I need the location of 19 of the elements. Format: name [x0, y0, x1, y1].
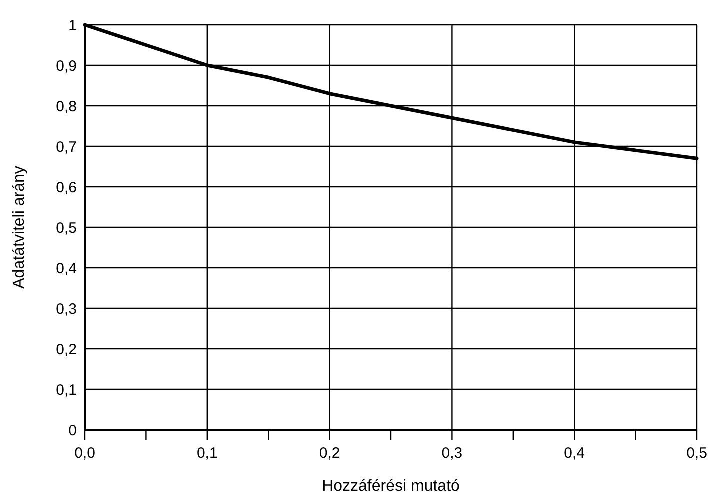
y-tick-label: 1 — [68, 17, 77, 34]
y-tick-label: 0,3 — [56, 300, 77, 318]
y-tick-label: 0,7 — [56, 138, 77, 156]
x-tick-label: 0,4 — [564, 445, 586, 462]
x-tick-label: 0,3 — [442, 445, 463, 462]
y-tick-label: 0,2 — [56, 341, 77, 358]
y-tick-label: 0 — [68, 422, 77, 440]
x-tick-label: 0,0 — [74, 445, 96, 462]
y-tick-label: 0,9 — [56, 58, 77, 75]
x-tick-label: 0,1 — [196, 445, 218, 462]
x-tick-label: 0,5 — [686, 445, 708, 462]
x-axis-title: Hozzáférési mutató — [322, 478, 460, 495]
y-tick-label: 0,5 — [56, 220, 77, 237]
y-axis-title: Adatátviteli arány — [11, 166, 28, 289]
y-tick-label: 0,8 — [56, 98, 77, 116]
y-tick-label: 0,6 — [56, 179, 77, 196]
y-tick-label: 0,4 — [56, 260, 77, 278]
y-tick-label: 0,1 — [56, 382, 77, 399]
x-tick-label: 0,2 — [319, 445, 340, 462]
